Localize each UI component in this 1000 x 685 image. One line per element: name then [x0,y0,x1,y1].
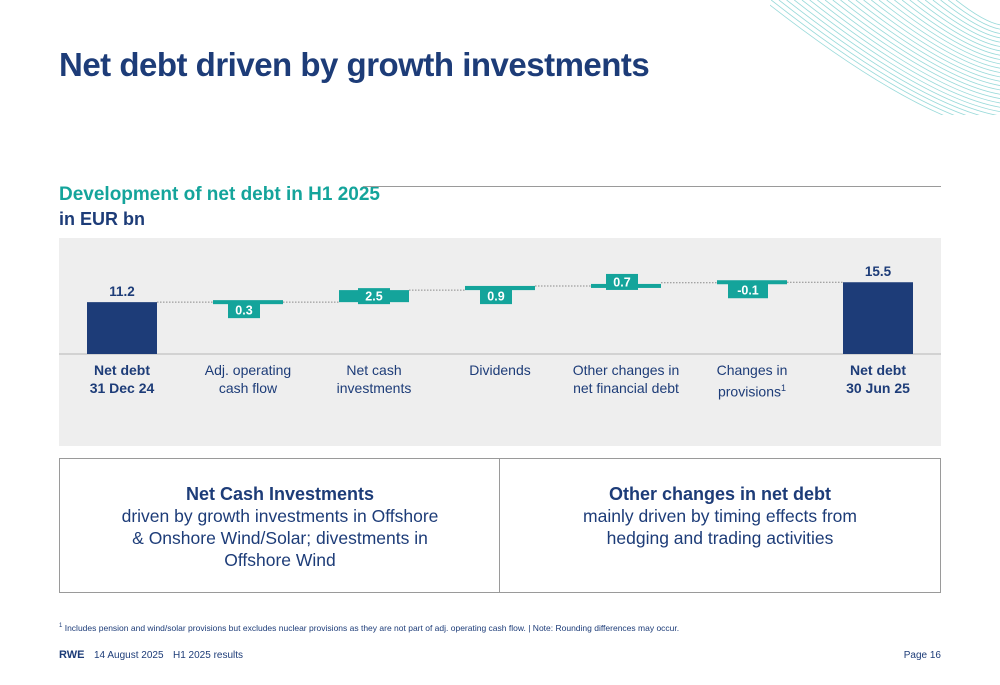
footnote-marker: 1 [59,623,63,630]
wave-line [948,0,1000,30]
delta-bar [213,300,283,305]
wave-line [801,0,1000,112]
total-bar [87,302,157,354]
wave-line [863,0,1000,78]
wave-line [871,0,1000,73]
category-label-line: provisions [717,383,781,400]
info-boxes: Net Cash Investments driven by growth in… [59,458,941,593]
info-box-heading: Other changes in net debt [608,484,832,504]
footnote-text: Includes pension and wind/solar provisio… [64,623,680,633]
category-label: Dividends [430,361,570,379]
page-number: Page 16 [903,650,941,661]
wave-line [901,0,1000,56]
category-label-line: Changes in [716,362,788,378]
delta-label-box [228,302,260,319]
delta-bar [465,285,535,291]
wave-line [794,0,998,115]
category-label: Changes in provisions1 [682,361,822,401]
bar-value-label: -0.1 [737,284,759,298]
wave-line [840,0,1000,91]
info-box-heading: Net Cash Investments [185,484,375,504]
wave-line [817,0,1000,104]
category-label-line: Dividends [469,362,531,378]
wave-line [924,0,1000,43]
category-label: Net debt 30 Jun 25 [808,361,948,397]
subtitle-rule [363,186,941,187]
category-label-line: net financial debt [573,380,679,396]
chart-panel [59,238,941,446]
category-label: Other changes in net financial debt [556,361,696,397]
decorative-wave-lines [770,0,1000,115]
wave-line [824,0,1000,99]
wave-line [894,0,1000,60]
info-box-text: driven by growth investments in Offshore… [121,506,439,570]
chart-unit: in EUR bn [59,209,145,229]
category-label-line: Net cash [346,362,402,378]
delta-bar [717,280,787,285]
wave-line [955,0,1000,26]
bar-value-label: 2.5 [365,290,382,304]
total-bar [843,282,913,354]
bar-value-label: 15.5 [865,264,892,279]
wave-line [940,0,1000,34]
wave-line [878,0,1000,69]
wave-line [932,0,1000,39]
bar-value-label: 11.2 [109,284,135,299]
wave-line [770,4,944,115]
info-box-other-changes: Other changes in net debt mainly driven … [500,483,940,549]
wave-line [847,0,1000,86]
footnote: 1 Includes pension and wind/solar provis… [59,623,679,633]
chart-subtitle: Development of net debt in H1 2025 [59,184,380,205]
footnote-marker: 1 [781,383,787,393]
wave-line [770,0,955,115]
wave-line [809,0,1000,108]
footer-document-title: H1 2025 results [173,650,244,661]
box-divider [499,459,500,592]
category-label-line: Net debt [850,362,906,378]
wave-line [786,0,980,115]
bar-value-label: 0.7 [613,275,630,289]
bar-value-label: 0.3 [235,304,252,318]
wave-line [855,0,1000,82]
wave-line [886,0,1000,65]
category-label: Net debt 31 Dec 24 [52,361,192,397]
info-box-text: mainly driven by timing effects from hed… [583,506,857,548]
wave-line [909,0,1000,52]
wave-line [778,0,967,115]
bar-value-label: 0.9 [487,290,504,304]
delta-label-box [358,288,390,305]
category-label-line: Adj. operating [204,362,292,378]
page-title: Net debt driven by growth investments [59,46,650,83]
category-label-line: Net debt [94,362,150,378]
category-label: Adj. operating cash flow [178,361,318,397]
wave-line [917,0,1000,47]
delta-label-box [606,273,638,290]
footer-date: 14 August 2025 [94,650,164,661]
category-label-line: investments [336,380,412,396]
rwe-logo: RWE [59,649,85,661]
category-label-line: 30 Jun 25 [846,380,910,396]
waterfall-chart: 11.2 0.3 2.5 0.9 0.7 -0.1 15.5 [59,264,941,355]
category-label-line: cash flow [218,380,278,396]
delta-label-box [728,282,768,299]
category-label-line: 31 Dec 24 [89,380,155,396]
category-label: Net cash investments [304,361,444,397]
category-label-line: Other changes in [572,362,680,378]
wave-line [832,0,1000,95]
delta-label-box [480,288,512,305]
info-box-net-cash-investments: Net Cash Investments driven by growth in… [60,483,500,571]
